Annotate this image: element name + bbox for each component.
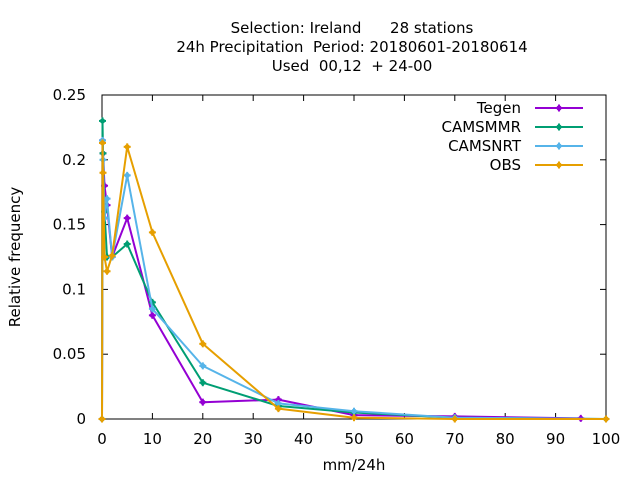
data-point [451, 415, 459, 423]
legend-label: Tegen [476, 99, 521, 117]
y-tick-label: 0.2 [62, 151, 86, 169]
legend-label: CAMSMMR [441, 118, 521, 136]
data-point [101, 253, 109, 261]
chart-title: Selection: Ireland 28 stations 24h Preci… [176, 19, 527, 75]
legend-marker [555, 142, 563, 150]
x-tick-label: 20 [193, 430, 212, 448]
legend-marker [555, 161, 563, 169]
legend-marker [555, 123, 563, 131]
y-tick-label: 0.15 [53, 216, 86, 234]
data-point [123, 240, 131, 248]
x-tick-label: 50 [344, 430, 363, 448]
data-point [123, 214, 131, 222]
series-camsmmr [98, 117, 610, 423]
legend-marker [555, 104, 563, 112]
x-tick-label: 80 [496, 430, 515, 448]
data-point [99, 169, 107, 177]
data-point [99, 139, 107, 147]
axes-ticks: 0 10 20 30 40 50 60 70 80 90 100 0 0.05 0.1 0.15 0.2 0.2… [53, 86, 621, 448]
x-tick-label: 40 [294, 430, 313, 448]
series-line-camsmmr [101, 119, 607, 420]
y-tick-label: 0 [76, 410, 86, 428]
data-point [199, 379, 207, 387]
legend-item-obs: OBS [490, 156, 583, 174]
series-layer [98, 117, 610, 423]
y-axis-label: Relative frequency [6, 187, 24, 328]
data-point [602, 415, 610, 423]
legend-item-camsnrt: CAMSNRT [448, 137, 583, 155]
title-line-3: Used 00,12 + 24-00 [272, 57, 432, 75]
data-point [98, 415, 106, 423]
x-tick-label: 70 [445, 430, 464, 448]
data-point [108, 252, 116, 260]
y-tick-label: 0.1 [62, 280, 86, 298]
series-tegen [98, 136, 585, 423]
series-line-obs [101, 142, 606, 420]
data-point [274, 405, 282, 413]
data-point [350, 407, 358, 415]
data-point [148, 305, 156, 313]
title-line-1: Selection: Ireland 28 stations [231, 19, 474, 37]
data-point [103, 267, 111, 275]
data-point [123, 171, 131, 179]
series-obs [98, 139, 610, 423]
legend-item-tegen: Tegen [476, 99, 583, 117]
x-tick-label: 60 [395, 430, 414, 448]
data-point [199, 362, 207, 370]
data-point [199, 340, 207, 348]
series-camsnrt [98, 136, 610, 423]
x-tick-label: 100 [592, 430, 621, 448]
title-line-2: 24h Precipitation Period: 20180601-20180… [176, 38, 527, 56]
y-tick-label: 0.05 [53, 345, 86, 363]
data-point [350, 414, 358, 422]
x-axis-label: mm/24h [323, 456, 386, 474]
legend-item-camsmmr: CAMSMMR [441, 118, 583, 136]
data-point [148, 311, 156, 319]
data-point [199, 398, 207, 406]
y-tick-label: 0.25 [53, 86, 86, 104]
plot-frame [101, 94, 607, 420]
data-point [148, 228, 156, 236]
legend-label: CAMSNRT [448, 137, 522, 155]
legend-label: OBS [490, 156, 521, 174]
x-tick-label: 90 [546, 430, 565, 448]
data-point [123, 143, 131, 151]
data-point [103, 195, 111, 203]
x-tick-label: 10 [143, 430, 162, 448]
x-tick-label: 30 [244, 430, 263, 448]
x-tick-label: 0 [97, 430, 107, 448]
data-point [274, 396, 282, 404]
data-point [99, 117, 107, 125]
series-line-camsnrt [101, 139, 607, 420]
